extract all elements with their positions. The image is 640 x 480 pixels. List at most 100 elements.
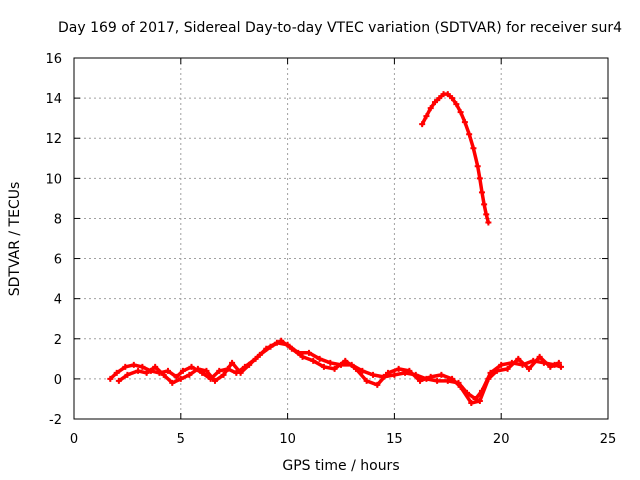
y-tick-label: 10 [45,172,62,187]
data-point [476,397,483,404]
y-tick-label: 12 [45,132,62,147]
data-point [160,371,167,378]
data-point [470,145,477,152]
data-point [237,369,244,376]
x-tick-labels: 0 5 10 15 20 25 [70,432,616,447]
data-point [536,353,543,360]
y-tick-label: 2 [54,333,62,348]
data-point [220,371,227,378]
data-point [457,383,464,390]
data-point [453,101,460,108]
data-point [135,367,142,374]
data-point [115,377,122,384]
data-point [278,337,285,344]
data-point [305,349,312,356]
series-arc-low-2 [115,337,562,406]
data-point [246,361,253,368]
data-point [419,121,426,128]
ticks [73,57,609,420]
data-point [299,353,306,360]
data-point [485,375,492,382]
data-point [267,343,274,350]
x-tick-label: 0 [70,432,78,447]
data-point [363,377,370,384]
y-tick-label: 6 [54,253,62,268]
y-tick-labels: -2 0 2 4 6 8 10 12 14 16 [45,52,62,428]
data-point [493,367,500,374]
data-point [113,369,120,376]
y-tick-label: 0 [54,373,62,388]
data-point [468,399,475,406]
y-tick-label: 8 [54,212,62,227]
data-point [478,189,485,196]
data-point [122,363,129,370]
data-point [203,367,210,374]
data-point [438,371,445,378]
data-point [485,219,492,226]
data-point [256,351,263,358]
y-tick-label: 14 [45,92,62,107]
x-tick-label: 10 [279,432,296,447]
data-point [316,355,323,362]
series-arc-high [419,91,492,226]
data-point [436,95,443,102]
data-point [498,361,505,368]
series-line [117,339,561,405]
data-point [374,381,381,388]
y-tick-label: -2 [49,413,62,428]
data-point [177,375,184,382]
series-layer [107,91,565,406]
data-point [169,379,176,386]
data-point [384,369,391,376]
data-point [179,367,186,374]
data-point [457,109,464,116]
data-point [359,367,366,374]
data-point [130,361,137,368]
x-tick-label: 25 [600,432,617,447]
data-point [216,367,223,374]
data-point [320,363,327,370]
data-point [370,371,377,378]
data-point [124,371,131,378]
y-axis-label: SDTVAR / TECUs [7,182,23,297]
data-point [310,357,317,364]
y-tick-label: 16 [45,52,62,67]
data-point [395,365,402,372]
grid [74,58,608,419]
x-axis-label: GPS time / hours [282,458,399,474]
data-point [525,365,532,372]
data-point [406,367,413,374]
x-tick-label: 20 [493,432,510,447]
chart-title: Day 169 of 2017, Sidereal Day-to-day VTE… [58,20,622,36]
data-point [173,373,180,380]
data-point [444,91,451,98]
data-point [143,369,150,376]
data-point [423,113,430,120]
x-tick-label: 5 [177,432,185,447]
data-point [474,163,481,170]
data-point [515,355,522,362]
data-point [483,211,490,218]
data-point [164,367,171,374]
data-point [139,363,146,370]
data-point [427,105,434,112]
data-point [555,359,562,366]
data-point [391,371,398,378]
data-point [186,371,193,378]
data-point [288,345,295,352]
data-point [211,377,218,384]
data-point [229,359,236,366]
data-point [107,375,114,382]
data-point [352,365,359,372]
data-point [434,377,441,384]
data-point [449,375,456,382]
data-point [466,131,473,138]
data-point [476,175,483,182]
data-point [342,357,349,364]
series-line [420,92,491,225]
data-point [417,377,424,384]
y-tick-label: 4 [54,293,62,308]
series-line [108,341,563,401]
data-point [427,373,434,380]
